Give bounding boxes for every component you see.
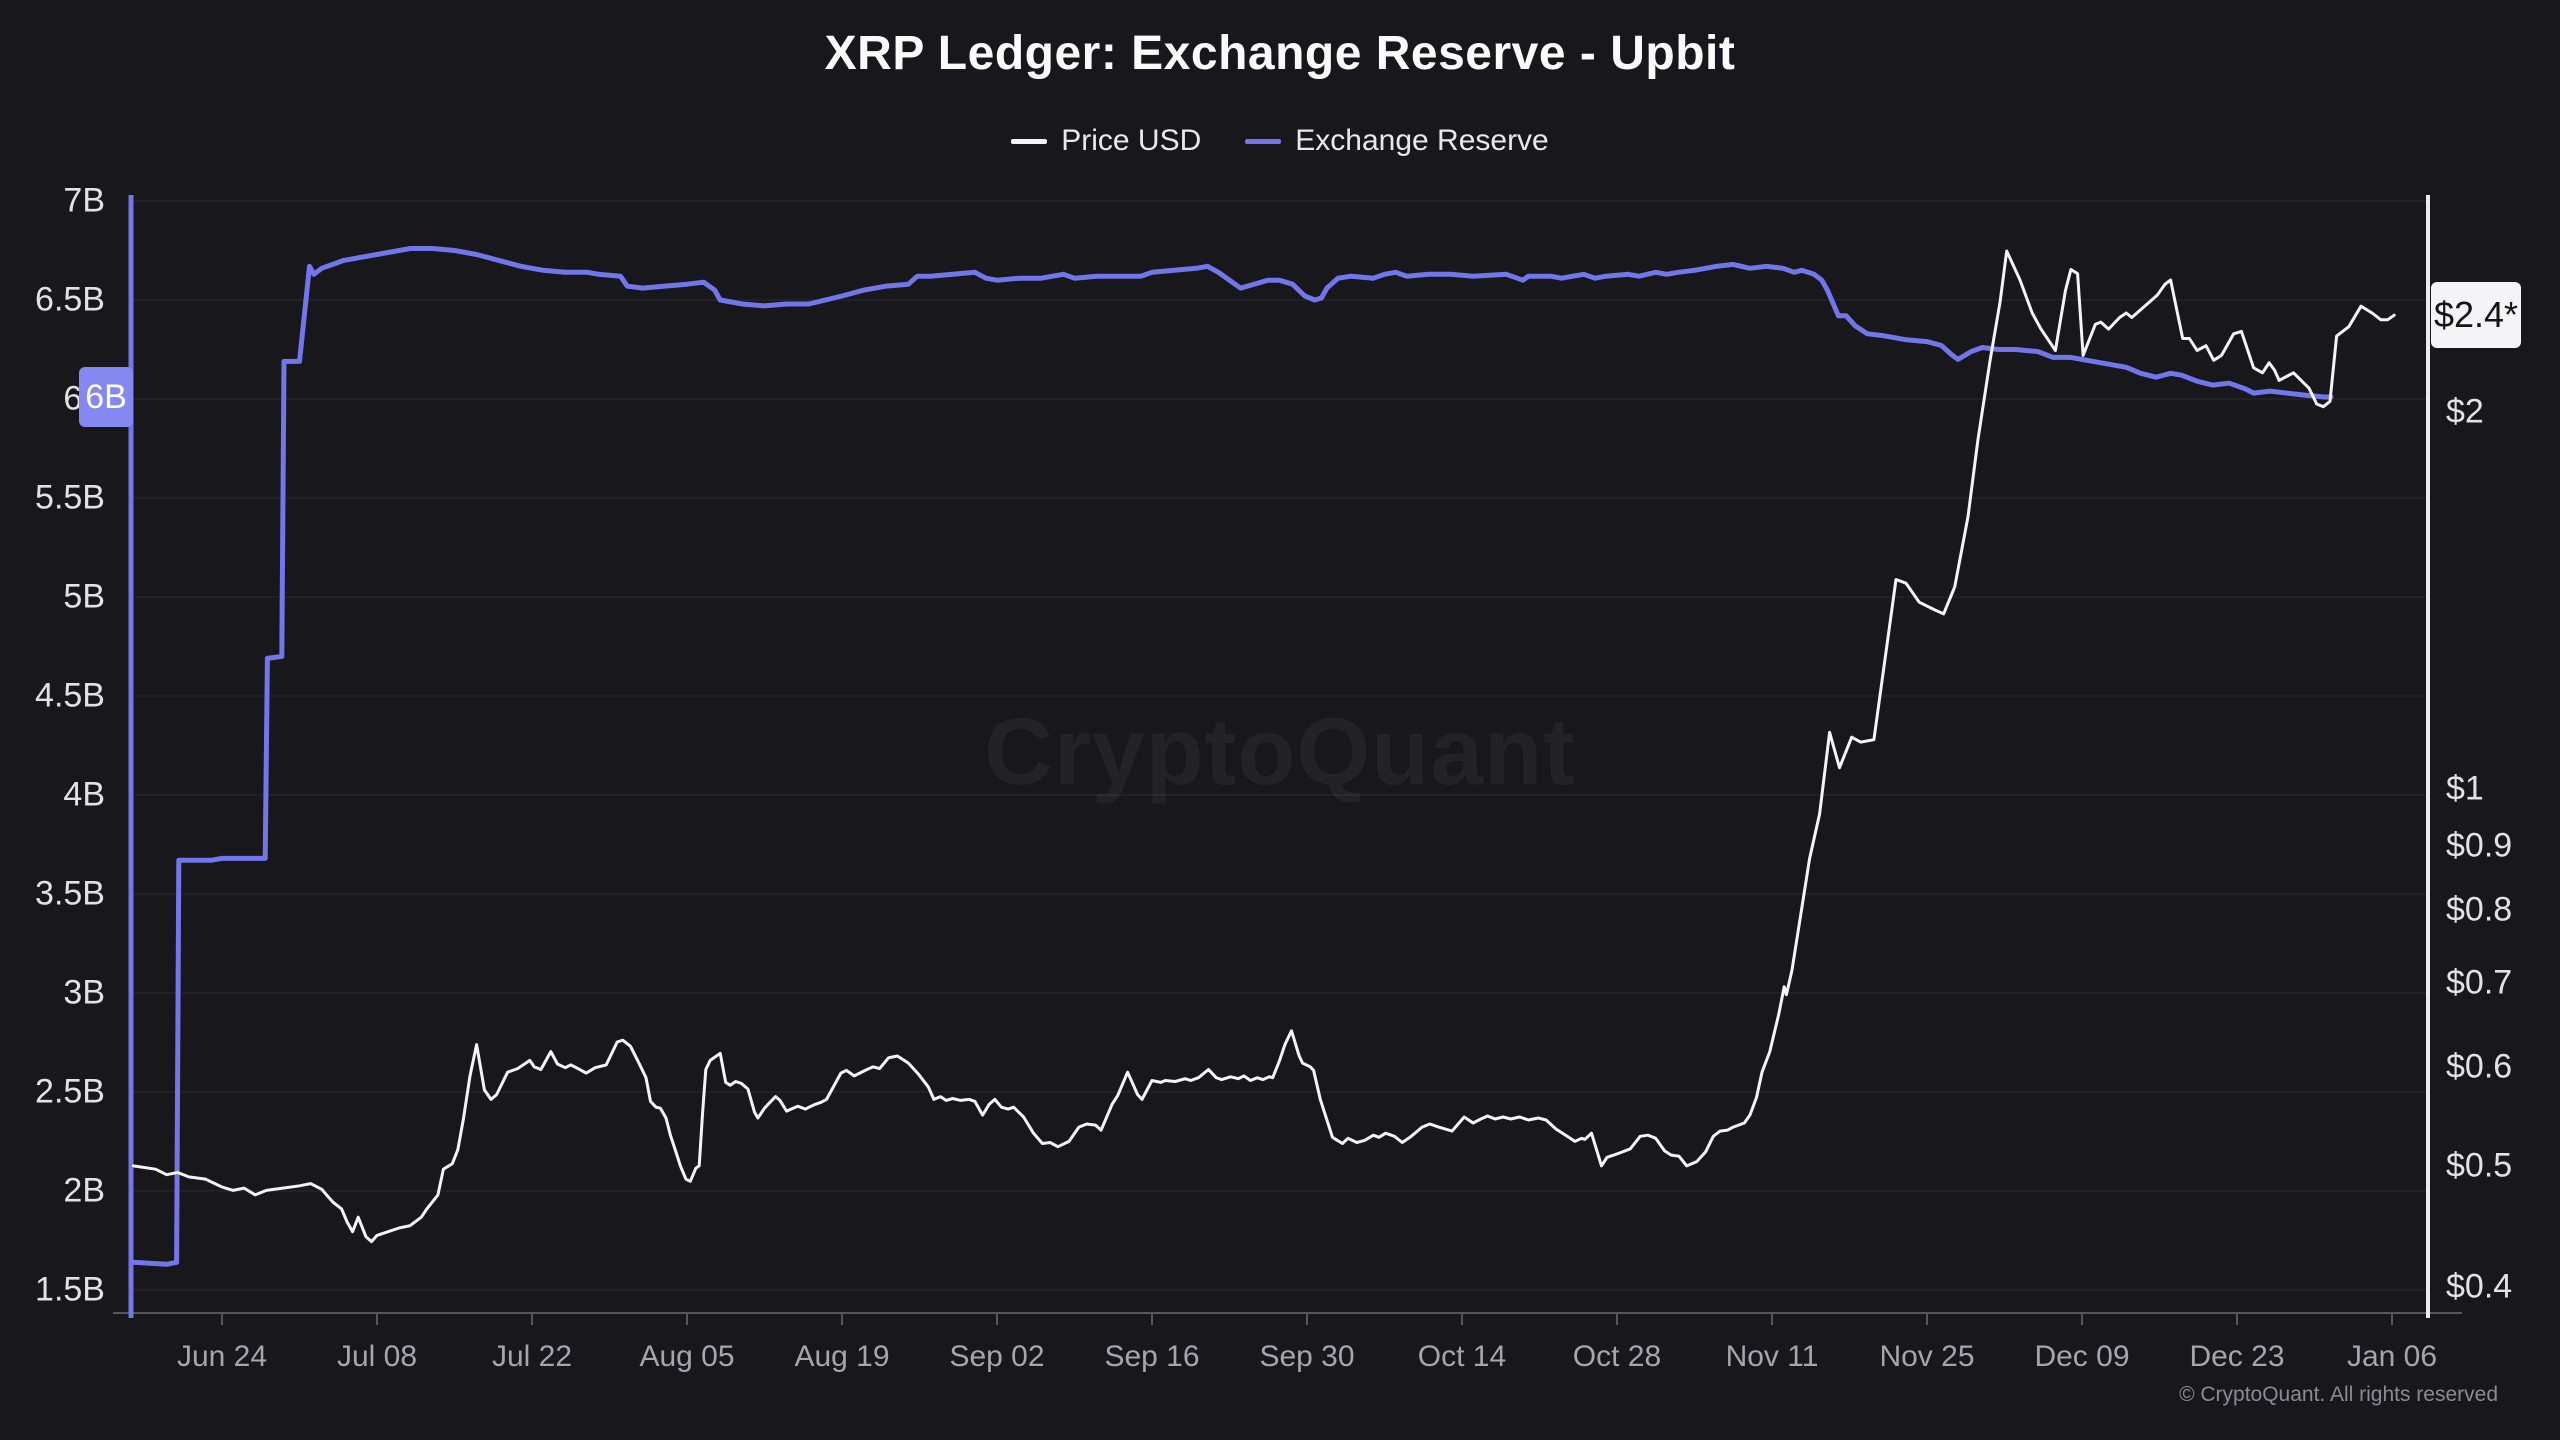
y-axis-label-right: $0.7 [2446, 963, 2513, 1002]
legend-label-exchange-reserve: Exchange Reserve [1295, 124, 1549, 157]
x-axis-label: Sep 16 [1104, 1340, 1200, 1373]
y-axis-label-left: 3.5B [35, 874, 105, 913]
legend-label-price-usd: Price USD [1061, 124, 1202, 157]
y-axis-label-left: 2.5B [35, 1072, 105, 1111]
x-axis-label: Dec 09 [2034, 1340, 2130, 1373]
y-axis-label-left: 1.5B [35, 1270, 105, 1309]
x-axis-label: Aug 19 [794, 1340, 890, 1373]
y-axis-label-left: 4B [63, 775, 105, 814]
legend: Price USD Exchange Reserve [0, 124, 2560, 158]
x-axis-label: Jun 24 [176, 1340, 268, 1373]
x-axis-label: Nov 11 [1725, 1340, 1819, 1373]
price-usd-line [131, 249, 2396, 1244]
y-axis-label-right: $1 [2446, 769, 2484, 808]
y-axis-label-right: $0.9 [2446, 826, 2513, 865]
x-axis-label: Sep 30 [1259, 1340, 1355, 1373]
exchange-reserve-swatch-icon [1245, 138, 1282, 144]
x-axis-label: Jul 08 [336, 1340, 418, 1373]
y-axis-label-right: $0.4 [2446, 1267, 2513, 1306]
price-value-badge: $2.4* [2431, 282, 2521, 349]
copyright: © CryptoQuant. All rights reserved [2179, 1383, 2498, 1406]
y-axis-label-right: $2 [2446, 392, 2484, 431]
x-axis-label: Nov 25 [1879, 1340, 1975, 1373]
y-axis-label-left: 7B [63, 181, 105, 220]
y-axis-label-left: 3B [63, 973, 105, 1012]
chart-title: XRP Ledger: Exchange Reserve - Upbit [824, 27, 1736, 80]
price-usd-swatch-icon [1011, 138, 1048, 144]
y-axis-label-right: $0.5 [2446, 1146, 2513, 1185]
y-axis-label-right: $0.6 [2446, 1047, 2513, 1086]
y-axis-label-left: 2B [63, 1171, 105, 1210]
x-axis-label: Jan 06 [2346, 1340, 2438, 1373]
legend-item-exchange-reserve[interactable]: Exchange Reserve [1245, 124, 1549, 158]
legend-item-price-usd[interactable]: Price USD [1011, 124, 1201, 158]
y-axis-label-right: $0.8 [2446, 890, 2513, 929]
y-axis-label-left: 6.5B [35, 280, 105, 319]
x-axis-label: Aug 05 [639, 1340, 735, 1373]
x-axis-label: Jul 22 [491, 1340, 573, 1373]
y-axis-label-left: 5B [63, 577, 105, 616]
y-axis-label-left: 5.5B [35, 478, 105, 517]
reserve-value-badge: 6B [79, 367, 133, 428]
x-axis-label: Oct 28 [1572, 1340, 1662, 1373]
y-axis-label-left: 4.5B [35, 676, 105, 715]
x-axis-label: Oct 14 [1417, 1340, 1507, 1373]
exchange-reserve-line [130, 246, 2334, 1267]
x-axis-label: Dec 23 [2189, 1340, 2285, 1373]
x-axis-label: Sep 02 [949, 1340, 1045, 1373]
